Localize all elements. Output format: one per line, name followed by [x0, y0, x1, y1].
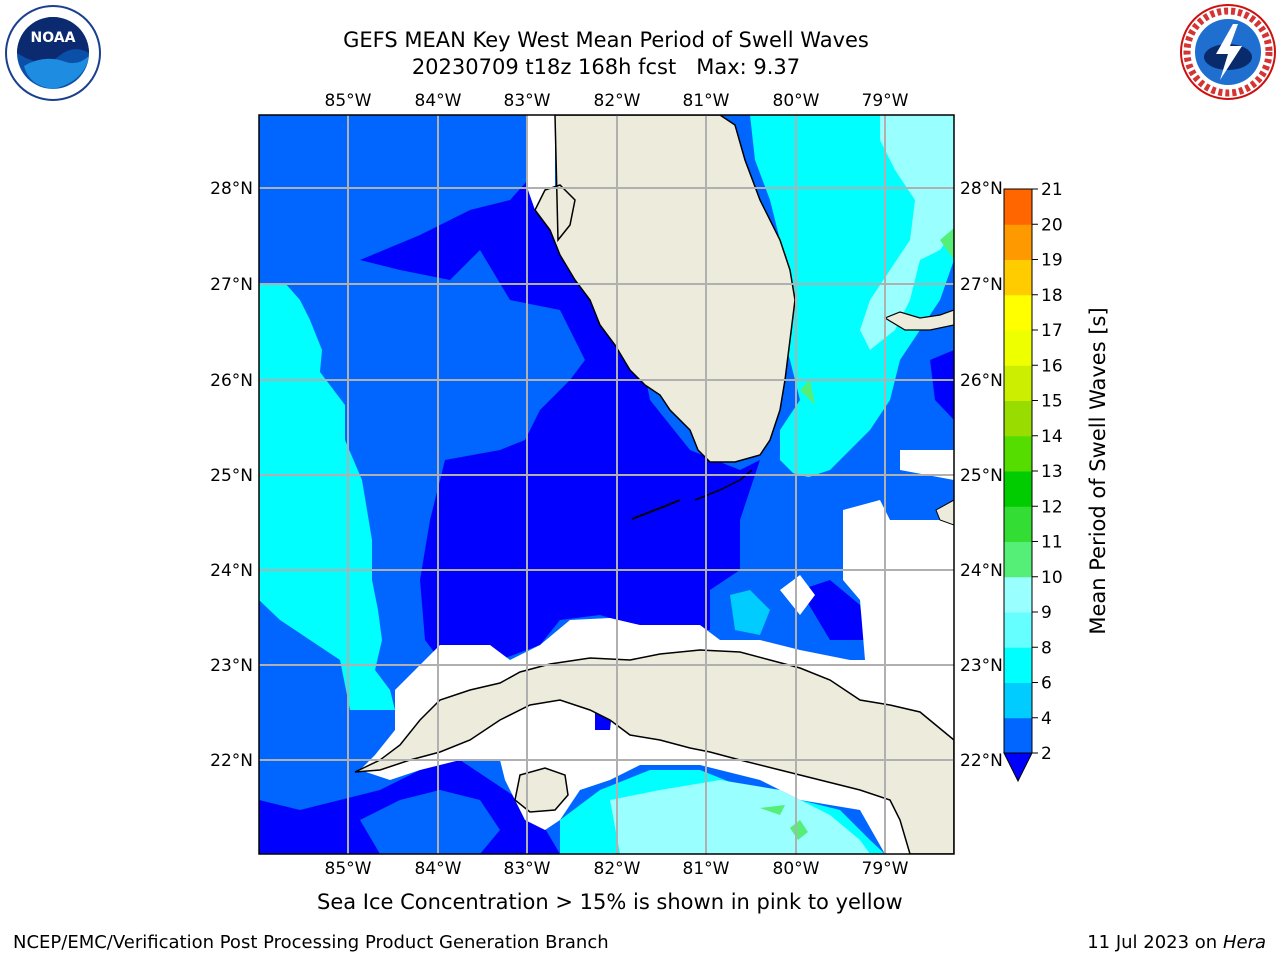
colorbar-tick-label: 2	[1041, 744, 1052, 764]
sea-ice-caption: Sea Ice Concentration > 15% is shown in …	[317, 890, 903, 914]
lon-label-top: 83°W	[504, 91, 551, 111]
colorbar-segment	[1004, 435, 1032, 472]
lat-label-right: 27°N	[960, 275, 1003, 295]
colorbar-segment	[1004, 541, 1032, 578]
colorbar-tick-label: 18	[1041, 286, 1063, 306]
colorbar-tick-label: 17	[1041, 321, 1063, 341]
lat-label-left: 24°N	[210, 561, 253, 581]
map-field	[259, 115, 954, 854]
colorbar-segment	[1004, 400, 1032, 437]
colorbar-tick-label: 13	[1041, 462, 1063, 482]
lon-labels-bottom: 85°W 84°W 83°W 82°W 81°W 80°W 79°W	[325, 859, 909, 879]
colorbar-segment	[1004, 189, 1032, 225]
lon-label-bottom: 83°W	[504, 859, 551, 879]
colorbar-extend-triangle	[1003, 752, 1033, 783]
lon-label-top: 81°W	[683, 91, 730, 111]
lon-label-top: 80°W	[773, 91, 820, 111]
colorbar-tick-label: 15	[1041, 392, 1063, 412]
colorbar: 2 4 6 8 9 10 11 12 13 14 15 16 17 18 19 20 21	[1003, 180, 1063, 783]
lat-labels-right: 28°N 27°N 26°N 25°N 24°N 23°N 22°N	[960, 179, 1003, 771]
colorbar-tick-label: 14	[1041, 427, 1063, 447]
lon-label-bottom: 80°W	[773, 859, 820, 879]
nws-logo-icon	[1180, 4, 1276, 100]
colorbar-segment	[1004, 330, 1032, 366]
colorbar-tick-label: 16	[1041, 356, 1063, 376]
colorbar-tick-label: 4	[1041, 709, 1052, 729]
lon-label-bottom: 84°W	[415, 859, 462, 879]
colorbar-tick-label: 20	[1041, 215, 1063, 235]
noaa-logo-icon: NOAA	[5, 5, 101, 101]
lat-label-right: 24°N	[960, 561, 1003, 581]
colorbar-tick-label: 21	[1041, 180, 1063, 200]
colorbar-segment	[1004, 259, 1032, 296]
colorbar-tick-label: 11	[1041, 533, 1063, 553]
lon-label-bottom: 82°W	[594, 859, 641, 879]
lon-label-top: 82°W	[594, 91, 641, 111]
colorbar-segment	[1004, 612, 1032, 648]
lat-label-right: 22°N	[960, 751, 1003, 771]
colorbar-segment	[1004, 647, 1032, 683]
colorbar-segment	[1004, 506, 1032, 542]
colorbar-segment	[1004, 717, 1032, 754]
colorbar-segment	[1004, 576, 1032, 613]
lon-label-bottom: 85°W	[325, 859, 372, 879]
footer-branch: NCEP/EMC/Verification Post Processing Pr…	[13, 932, 609, 953]
lon-label-bottom: 79°W	[862, 859, 909, 879]
colorbar-tick-label: 8	[1041, 638, 1052, 658]
colorbar-segment	[1004, 365, 1032, 401]
footer-date: 11 Jul 2023 on Hera	[1087, 932, 1266, 953]
lat-label-right: 23°N	[960, 656, 1003, 676]
lon-label-bottom: 81°W	[683, 859, 730, 879]
lat-labels-left: 28°N 27°N 26°N 25°N 24°N 23°N 22°N	[210, 179, 253, 771]
lat-label-left: 28°N	[210, 179, 253, 199]
footer-machine: Hera	[1222, 932, 1266, 953]
map-title-line2: 20230709 t18z 168h fcst Max: 9.37	[411, 55, 801, 79]
map-gridlines	[259, 115, 954, 854]
lat-label-right: 28°N	[960, 179, 1003, 199]
lon-label-top: 79°W	[862, 91, 909, 111]
lat-label-left: 27°N	[210, 275, 253, 295]
colorbar-tick-label: 9	[1041, 603, 1052, 623]
lat-label-left: 22°N	[210, 751, 253, 771]
colorbar-tick-label: 12	[1041, 497, 1063, 517]
colorbar-tick-label: 10	[1041, 568, 1063, 588]
colorbar-tick-label: 19	[1041, 251, 1063, 271]
noaa-logo-text: NOAA	[31, 30, 76, 46]
lat-label-left: 25°N	[210, 466, 253, 486]
colorbar-segment	[1004, 471, 1032, 507]
lat-label-left: 26°N	[210, 371, 253, 391]
lat-label-left: 23°N	[210, 656, 253, 676]
colorbar-tick-label: 6	[1041, 674, 1052, 694]
lat-label-right: 26°N	[960, 371, 1003, 391]
map-title-line1: GEFS MEAN Key West Mean Period of Swell …	[343, 28, 869, 52]
lon-labels-top: 85°W 84°W 83°W 82°W 81°W 80°W 79°W	[325, 91, 909, 111]
map-frame	[258, 114, 955, 855]
colorbar-segment	[1004, 224, 1032, 260]
lat-label-right: 25°N	[960, 466, 1003, 486]
colorbar-segment	[1004, 294, 1032, 331]
colorbar-label: Mean Period of Swell Waves [s]	[1086, 307, 1110, 634]
colorbar-segment	[1004, 682, 1032, 719]
lon-label-top: 85°W	[325, 91, 372, 111]
footer-date-text: 11 Jul 2023 on	[1087, 932, 1223, 953]
lon-label-top: 84°W	[415, 91, 462, 111]
